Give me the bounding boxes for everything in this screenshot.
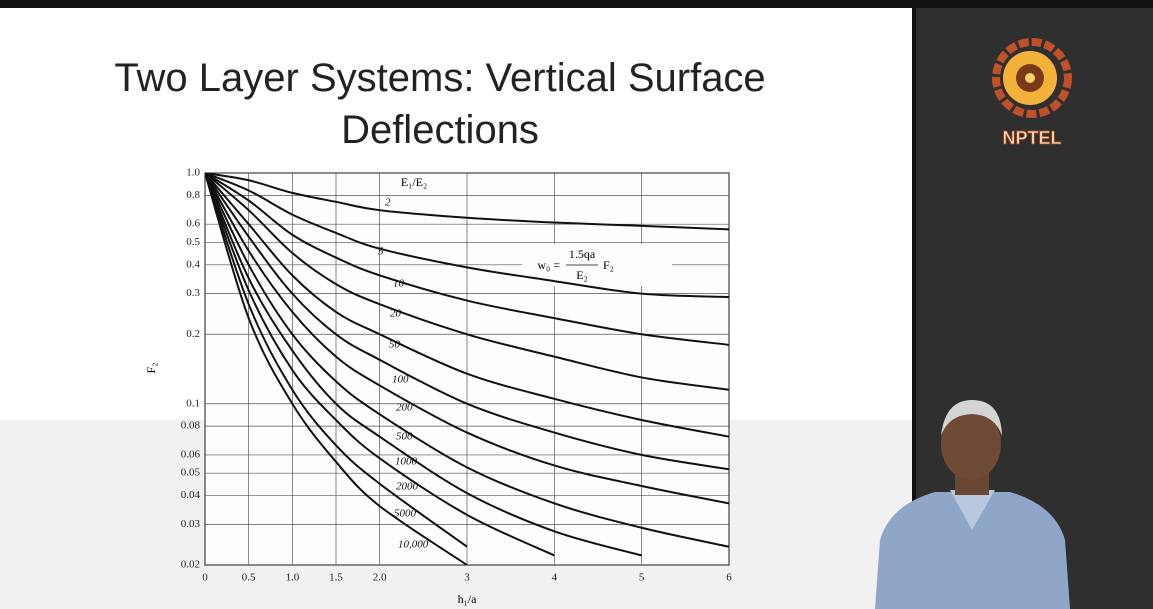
page: NPTEL 0.020.030.040.050.060.080.10.20.30… <box>0 0 1153 609</box>
y-tick-label: 0.02 <box>181 559 200 571</box>
series-label: 20 <box>390 308 402 320</box>
y-tick-label: 0.04 <box>181 489 201 501</box>
x-tick-label: 4 <box>552 572 558 584</box>
x-axis-label: h₁/a <box>458 592 478 606</box>
x-tick-label: 1.0 <box>285 572 299 584</box>
series-label: 2 <box>385 197 391 209</box>
series-label: 5000 <box>394 508 417 520</box>
series-label: 500 <box>396 431 413 443</box>
logo-text: NPTEL <box>1002 128 1061 148</box>
y-tick-label: 0.03 <box>181 518 201 530</box>
x-tick-label: 6 <box>726 572 732 584</box>
y-tick-label: 0.08 <box>181 420 201 432</box>
series-label: 1000 <box>395 456 418 468</box>
formula-den: E₂ <box>576 268 588 282</box>
y-tick-label: 0.5 <box>186 236 200 248</box>
series-label: 50 <box>389 339 401 351</box>
x-tick-label: 5 <box>639 572 645 584</box>
series-label: 10,000 <box>398 539 429 551</box>
x-tick-label: 0 <box>202 572 208 584</box>
y-tick-label: 0.3 <box>186 287 200 299</box>
series-label: 200 <box>396 402 413 414</box>
y-tick-label: 0.1 <box>186 397 200 409</box>
series-label: 5 <box>378 246 384 258</box>
y-tick-label: 0.05 <box>181 467 201 479</box>
y-tick-label: 0.2 <box>186 328 200 340</box>
series-label: 2000 <box>396 481 419 493</box>
y-tick-label: 0.4 <box>186 258 200 270</box>
formula-rhs: F₂ <box>603 258 614 272</box>
legend-title: E₁/E₂ <box>401 175 427 189</box>
x-tick-label: 3 <box>464 572 470 584</box>
x-tick-label: 1.5 <box>329 572 343 584</box>
formula-lhs: w₀ = <box>537 258 560 272</box>
y-axis-label: F₂ <box>144 363 158 374</box>
series-label: 10 <box>393 278 405 290</box>
top-bar <box>0 0 1153 8</box>
x-tick-label: 0.5 <box>242 572 256 584</box>
y-tick-label: 0.8 <box>186 189 200 201</box>
series-label: 100 <box>392 374 409 386</box>
chart-title: Two Layer Systems: Vertical Surface Defl… <box>60 52 820 156</box>
y-tick-label: 1.0 <box>186 167 200 179</box>
formula-num: 1.5qa <box>569 247 596 261</box>
y-tick-label: 0.6 <box>186 218 200 230</box>
y-tick-label: 0.06 <box>181 448 201 460</box>
x-tick-label: 2.0 <box>373 572 387 584</box>
plot: 0.02 0.03 0.04 0.05 0.06 0.08 0.1 0.2 0.3 0.4 0.5 0… <box>144 167 733 606</box>
